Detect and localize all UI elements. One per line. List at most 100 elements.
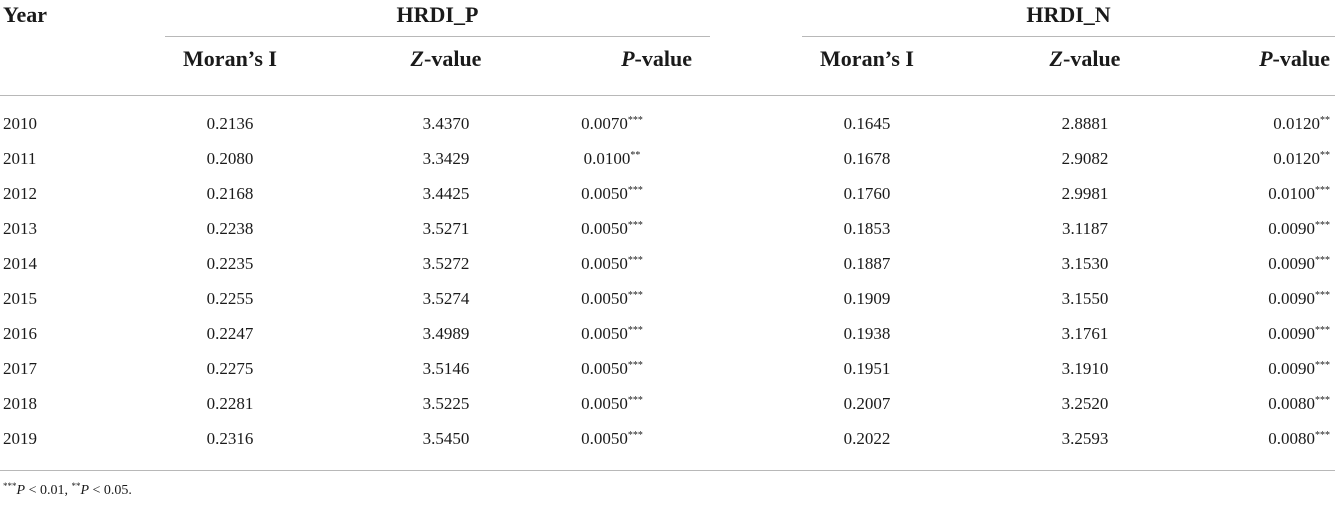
- year-cell: 2016: [3, 324, 37, 343]
- p-z-cell: 3.4370: [422, 114, 470, 133]
- col-header-p-z: Z-value: [410, 46, 482, 71]
- significance-marker: ***: [1315, 220, 1330, 231]
- col-header-p-p: P-value: [621, 46, 692, 71]
- n-moran-cell: 0.1678: [843, 149, 891, 168]
- significance-marker: ***: [1315, 395, 1330, 406]
- n-moran-cell: 0.1909: [843, 289, 891, 308]
- n-p-cell: 0.0080***: [1268, 429, 1330, 448]
- table-bottom-rule: [0, 470, 1335, 471]
- p-z-cell: 3.5272: [422, 254, 470, 273]
- p-moran-cell: 0.2080: [206, 149, 254, 168]
- p-moran-cell: 0.2247: [206, 324, 254, 343]
- significance-marker: ***: [1315, 255, 1330, 266]
- significance-marker: ***: [1315, 360, 1330, 371]
- significance-marker: **: [1320, 115, 1330, 126]
- n-p-cell: 0.0120**: [1273, 149, 1330, 168]
- n-z-cell: 3.2520: [1061, 394, 1109, 413]
- p-z-cell: 3.5450: [422, 429, 470, 448]
- significance-marker: ***: [627, 430, 643, 441]
- n-moran-cell: 0.1951: [843, 359, 891, 378]
- group-rule-hrdi-p: [165, 36, 710, 37]
- p-z-cell: 3.5274: [422, 289, 470, 308]
- n-z-cell: 3.1761: [1061, 324, 1109, 343]
- n-p-cell: 0.0100***: [1268, 184, 1330, 203]
- p-p-cell: 0.0050***: [581, 254, 643, 273]
- year-cell: 2013: [3, 219, 37, 238]
- group-header-hrdi-p: HRDI_P: [396, 2, 479, 27]
- p-moran-cell: 0.2275: [206, 359, 254, 378]
- year-cell: 2015: [3, 289, 37, 308]
- n-p-cell: 0.0090***: [1268, 359, 1330, 378]
- n-z-cell: 2.9981: [1061, 184, 1109, 203]
- p-p-cell: 0.0050***: [581, 219, 643, 238]
- n-z-cell: 3.1550: [1061, 289, 1109, 308]
- p-z-cell: 3.4989: [422, 324, 470, 343]
- header-bottom-rule: [0, 95, 1335, 96]
- significance-marker: ***: [627, 255, 643, 266]
- col-header-p-moran: Moran’s I: [183, 46, 277, 71]
- p-z-cell: 3.3429: [422, 149, 470, 168]
- p-p-cell: 0.0070***: [581, 114, 643, 133]
- n-p-cell: 0.0090***: [1268, 324, 1330, 343]
- significance-marker: ***: [627, 185, 643, 196]
- p-z-cell: 3.5271: [422, 219, 470, 238]
- n-moran-cell: 0.1938: [843, 324, 891, 343]
- p-moran-cell: 0.2316: [206, 429, 254, 448]
- p-moran-cell: 0.2238: [206, 219, 254, 238]
- p-moran-cell: 0.2235: [206, 254, 254, 273]
- significance-marker: ***: [1315, 290, 1330, 301]
- n-moran-cell: 0.1645: [843, 114, 891, 133]
- n-moran-cell: 0.2022: [843, 429, 891, 448]
- significance-marker: ***: [627, 220, 643, 231]
- p-p-cell: 0.0050***: [581, 429, 643, 448]
- n-p-cell: 0.0090***: [1268, 289, 1330, 308]
- significance-marker: ***: [1315, 185, 1330, 196]
- n-z-cell: 2.8881: [1061, 114, 1109, 133]
- n-p-cell: 0.0090***: [1268, 254, 1330, 273]
- col-header-n-z: Z-value: [1049, 46, 1121, 71]
- p-moran-cell: 0.2168: [206, 184, 254, 203]
- significance-marker: **: [630, 150, 641, 161]
- n-z-cell: 3.1530: [1061, 254, 1109, 273]
- n-moran-cell: 0.1887: [843, 254, 891, 273]
- p-p-cell: 0.0050***: [581, 359, 643, 378]
- significance-marker: ***: [627, 395, 643, 406]
- year-cell: 2014: [3, 254, 37, 273]
- n-p-cell: 0.0120**: [1273, 114, 1330, 133]
- n-moran-cell: 0.2007: [843, 394, 891, 413]
- p-p-cell: 0.0100**: [583, 149, 641, 168]
- col-header-n-moran: Moran’s I: [820, 46, 914, 71]
- year-cell: 2017: [3, 359, 37, 378]
- col-header-n-p: P-value: [1259, 46, 1330, 71]
- p-moran-cell: 0.2136: [206, 114, 254, 133]
- n-p-cell: 0.0080***: [1268, 394, 1330, 413]
- year-cell: 2019: [3, 429, 37, 448]
- p-z-cell: 3.4425: [422, 184, 470, 203]
- p-z-cell: 3.5225: [422, 394, 470, 413]
- year-cell: 2012: [3, 184, 37, 203]
- group-rule-hrdi-n: [802, 36, 1335, 37]
- p-moran-cell: 0.2281: [206, 394, 254, 413]
- p-z-cell: 3.5146: [422, 359, 470, 378]
- n-z-cell: 2.9082: [1061, 149, 1109, 168]
- significance-marker: ***: [1315, 325, 1330, 336]
- significance-marker: ***: [1315, 430, 1330, 441]
- significance-marker: ***: [627, 325, 643, 336]
- year-cell: 2010: [3, 114, 37, 133]
- p-p-cell: 0.0050***: [581, 324, 643, 343]
- p-p-cell: 0.0050***: [581, 289, 643, 308]
- year-cell: 2011: [3, 149, 37, 168]
- n-moran-cell: 0.1853: [843, 219, 891, 238]
- p-p-cell: 0.0050***: [581, 394, 643, 413]
- n-moran-cell: 0.1760: [843, 184, 891, 203]
- significance-marker: ***: [627, 360, 643, 371]
- n-z-cell: 3.2593: [1061, 429, 1109, 448]
- footnote: ***P < 0.01, **P < 0.05.: [3, 481, 132, 499]
- group-header-hrdi-n: HRDI_N: [1026, 2, 1111, 27]
- significance-marker: **: [1320, 150, 1330, 161]
- n-p-cell: 0.0090***: [1268, 219, 1330, 238]
- year-cell: 2018: [3, 394, 37, 413]
- n-z-cell: 3.1910: [1061, 359, 1109, 378]
- p-p-cell: 0.0050***: [581, 184, 643, 203]
- n-z-cell: 3.1187: [1061, 219, 1109, 238]
